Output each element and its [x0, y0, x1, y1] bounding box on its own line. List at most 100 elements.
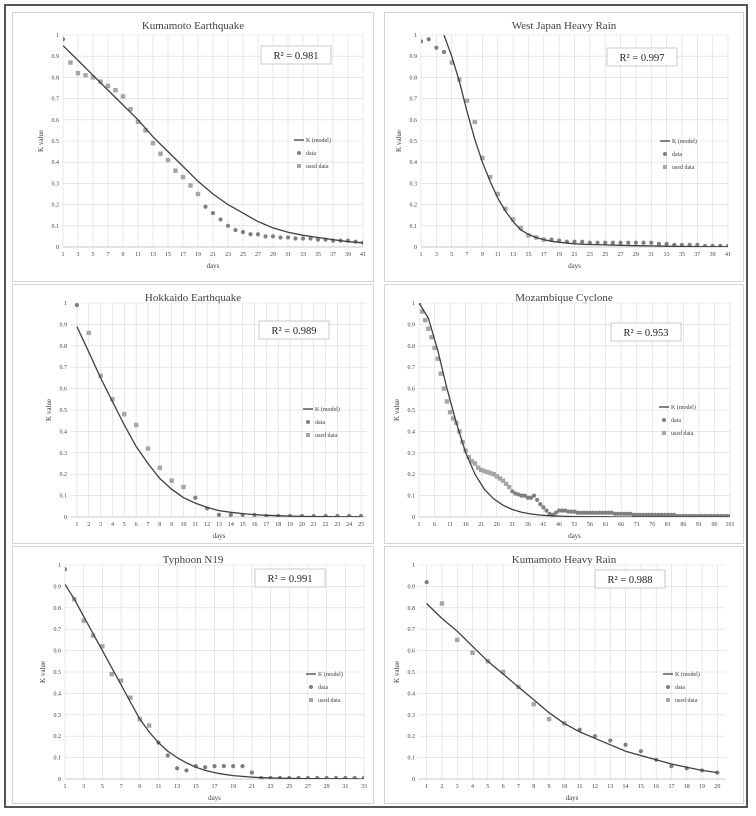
data-point — [610, 240, 615, 245]
data-point — [626, 240, 631, 245]
used-data-point — [488, 470, 493, 476]
x-tick-label: 13 — [510, 252, 516, 258]
used-data-point — [68, 60, 73, 65]
x-tick-label: 35 — [679, 252, 685, 258]
data-point — [575, 510, 580, 515]
r2-box — [594, 569, 666, 589]
y-tick-label: 0.5 — [408, 670, 416, 676]
used-data-point — [173, 168, 178, 173]
data-point — [285, 235, 291, 240]
chart-kumamoto-earthquake: Kumamoto Earthquake 0 0.1 0.2 0.3 0.4 0.5 0.6 0.… — [37, 20, 366, 270]
y-tick-label: 1 — [56, 33, 59, 39]
legend-model-label: K (model) — [315, 406, 340, 413]
data-point — [510, 489, 515, 494]
chart-hokkaido-earthquake: Hokkaido Earthquake 0 0.1 0.2 0.3 0.4 0.5 0.6 0.… — [45, 292, 367, 540]
y-tick-label: 0.9 — [60, 322, 68, 328]
data-point — [556, 508, 562, 513]
x-tick-label: 7 — [466, 252, 469, 258]
y-tick-label: 0.2 — [408, 472, 416, 478]
x-tick-label: 22 — [323, 522, 329, 528]
data-point — [625, 511, 630, 516]
x-tick-label: 21 — [210, 252, 216, 258]
data-point — [600, 510, 605, 515]
used-data-point — [503, 206, 508, 212]
x-tick-label: 24 — [346, 522, 352, 528]
x-tick-label: 18 — [684, 784, 690, 790]
used-data-point — [491, 472, 496, 477]
x-tick-label: 56 — [587, 522, 593, 528]
r2-value: R² = 0.991 — [268, 574, 313, 585]
used-data-point — [435, 356, 440, 361]
data-point — [641, 240, 646, 245]
model-line — [426, 603, 718, 774]
x-tick-label: 1 — [75, 522, 78, 528]
x-tick-label: 1 — [425, 784, 428, 790]
data-point — [647, 512, 652, 517]
data-point — [263, 234, 268, 239]
used-data-point — [506, 484, 512, 490]
x-tick-label: 35 — [315, 252, 321, 258]
y-axis-label: K value — [393, 399, 401, 421]
x-tick-label: 21 — [478, 522, 484, 528]
used-data-point — [494, 474, 499, 479]
x-tick-label: 15 — [193, 784, 199, 790]
y-axis-label: K value — [393, 661, 401, 683]
data-point — [175, 766, 180, 771]
legend-data-label: data — [671, 418, 681, 424]
used-data-point — [451, 416, 456, 421]
y-tick-label: 1 — [412, 563, 415, 569]
x-tick-label: 76 — [649, 522, 655, 528]
y-axis-label: K value — [39, 661, 47, 683]
legend-used-label: used data — [672, 165, 695, 171]
x-tick-label: 5 — [101, 784, 104, 790]
y-tick-label: 0 — [412, 515, 415, 521]
chart-panel-hokkaido-earthquake: Hokkaido Earthquake 0 0.1 0.2 0.3 0.4 0.5 0.6 0.… — [12, 284, 374, 544]
x-tick-label: 66 — [618, 522, 624, 528]
x-tick-label: 46 — [556, 522, 562, 528]
legend-data-swatch — [309, 685, 313, 689]
legend-used-swatch — [666, 698, 670, 702]
x-tick-label: 7 — [107, 252, 110, 258]
used-data-point — [158, 151, 163, 156]
used-data-point — [495, 191, 500, 197]
used-data-point — [500, 669, 506, 675]
y-tick-label: 0.6 — [60, 387, 68, 393]
data-point — [727, 513, 730, 517]
data-point — [233, 227, 238, 233]
x-tick-label: 19 — [195, 252, 201, 258]
x-tick-label: 12 — [592, 784, 598, 790]
used-data-point — [479, 467, 484, 473]
chart-panel-kumamoto-heavy-rain: Kumamoto Heavy Rain 0 0.1 0.2 0.3 0.4 0.5 0.6 0.… — [384, 546, 744, 804]
data-point — [569, 509, 574, 514]
legend-used-swatch — [309, 698, 313, 702]
used-data-point — [128, 107, 133, 112]
chart-title: Mozambique Cyclone — [515, 292, 613, 304]
x-tick-label: 39 — [710, 252, 716, 258]
x-tick-label: 9 — [548, 784, 551, 790]
data-point — [63, 37, 66, 42]
y-tick-label: 0.8 — [408, 606, 416, 612]
x-tick-label: 31 — [342, 784, 348, 790]
plot-area — [63, 37, 363, 245]
x-tick-label: 23 — [225, 252, 231, 258]
x-tick-label: 14 — [623, 784, 629, 790]
x-tick-label: 13 — [174, 784, 180, 790]
x-tick-label: 33 — [664, 252, 670, 258]
plot-area — [74, 303, 364, 517]
used-data-point — [482, 468, 487, 474]
y-tick-label: 0.4 — [408, 691, 416, 697]
r2-value: R² = 0.981 — [274, 51, 319, 62]
used-data-point — [449, 60, 454, 65]
legend-used-label: used data — [675, 698, 698, 704]
used-data-point — [447, 409, 453, 415]
data-point — [531, 493, 537, 498]
chart-title: Kumamoto Earthquake — [142, 20, 244, 32]
data-point — [634, 512, 639, 517]
x-tick-label: 1 — [64, 784, 67, 790]
x-tick-label: 29 — [324, 784, 330, 790]
y-tick-label: 0.3 — [60, 451, 68, 457]
chart-panel-mozambique-cyclone: Mozambique Cyclone 0 0.1 0.2 0.3 0.4 0.5 0.6 0.7… — [384, 284, 744, 544]
x-tick-label: 19 — [556, 252, 562, 258]
x-tick-label: 36 — [525, 522, 531, 528]
x-tick-label: 25 — [240, 252, 246, 258]
